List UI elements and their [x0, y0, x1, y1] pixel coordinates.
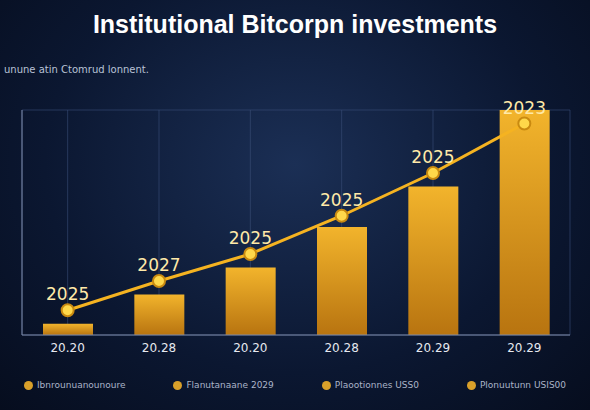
svg-text:2027: 2027 [137, 255, 180, 275]
svg-text:20.20: 20.20 [233, 341, 267, 355]
html-text:Ibnrounuanounoure: Ibnrounuanounoure [37, 380, 126, 390]
svg-text:20.28: 20.28 [142, 341, 176, 355]
svg-text:20.20: 20.20 [50, 341, 84, 355]
svg-text:2025: 2025 [320, 190, 363, 210]
html-text:Flanutanaane 2029: Flanutanaane 2029 [186, 380, 274, 390]
html-text:Institutional Bitcorpn investm: Institutional Bitcorpn investments [92, 10, 498, 38]
html-text:Plonuutunn USIS00: Plonuutunn USIS00 [479, 380, 566, 390]
svg-text:2023: 2023 [503, 98, 546, 118]
svg-text:20.29: 20.29 [416, 341, 450, 355]
svg-text:2025: 2025 [411, 147, 454, 167]
svg-text:2025: 2025 [46, 284, 89, 304]
svg-text:2025: 2025 [229, 228, 272, 248]
svg-text:20.28: 20.28 [324, 341, 358, 355]
html-text:Plaootionnes USS0: Plaootionnes USS0 [334, 380, 419, 390]
svg-text:20.29: 20.29 [507, 341, 541, 355]
html-text:unune atin Ctomrud lonnent.: unune atin Ctomrud lonnent. [4, 64, 149, 75]
